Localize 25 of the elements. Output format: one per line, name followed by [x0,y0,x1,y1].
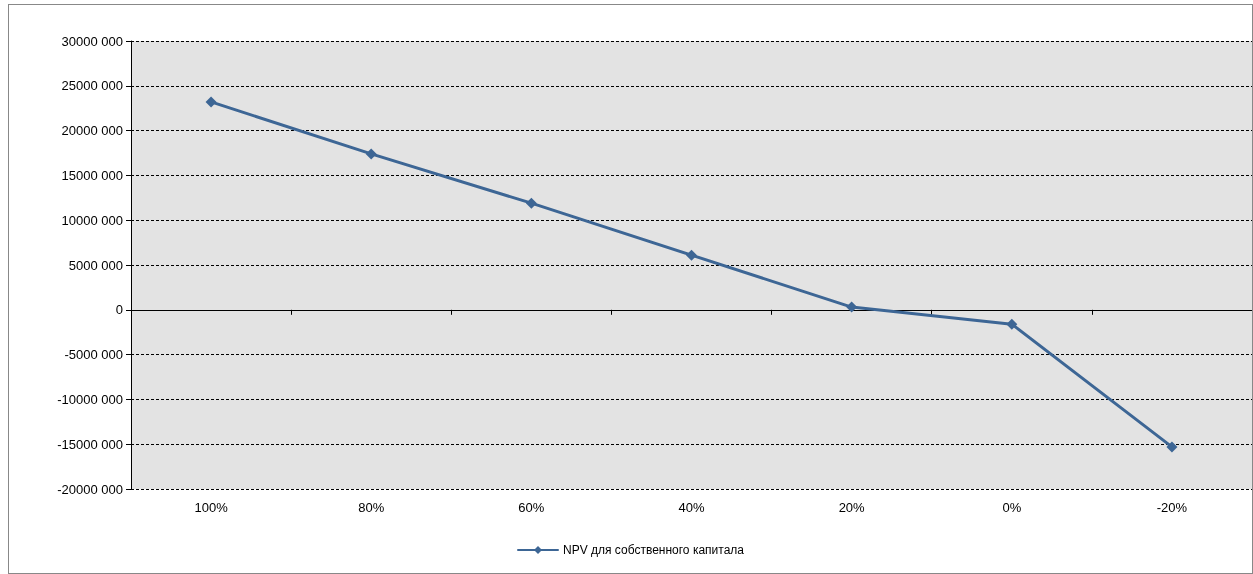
x-tick-label: 60% [518,500,545,515]
point [205,96,217,108]
point [365,148,377,160]
point [686,249,697,261]
x-tick-label: 80% [358,500,385,515]
x-tick-label: 0% [1002,500,1022,515]
point [1166,441,1178,453]
y-tick-label: -20000 000 [57,481,123,497]
y-tick-label: -10000 000 [57,391,123,407]
x-tick-label: -20% [1156,500,1188,515]
y-tick-label: 20000 000 [61,123,123,139]
y-tick-label: 0 [115,302,123,318]
legend-label: NPV для собственного капитала [563,543,745,557]
point [1006,318,1018,330]
x-tick-label: 100% [194,500,229,515]
y-tick-label: 30000 000 [61,33,123,49]
y-tick-label: 25000 000 [61,78,123,94]
y-tick-label: 5000 000 [68,257,123,273]
y-tick-label: -5000 000 [64,347,123,363]
x-tick-label: 40% [678,500,705,515]
y-tick-label: 10000 000 [61,212,123,228]
y-tick-label: -15000 000 [57,436,123,452]
x-tick-label: 20% [838,500,866,515]
y-tick-label: 15000 000 [61,167,123,183]
point [525,197,537,209]
